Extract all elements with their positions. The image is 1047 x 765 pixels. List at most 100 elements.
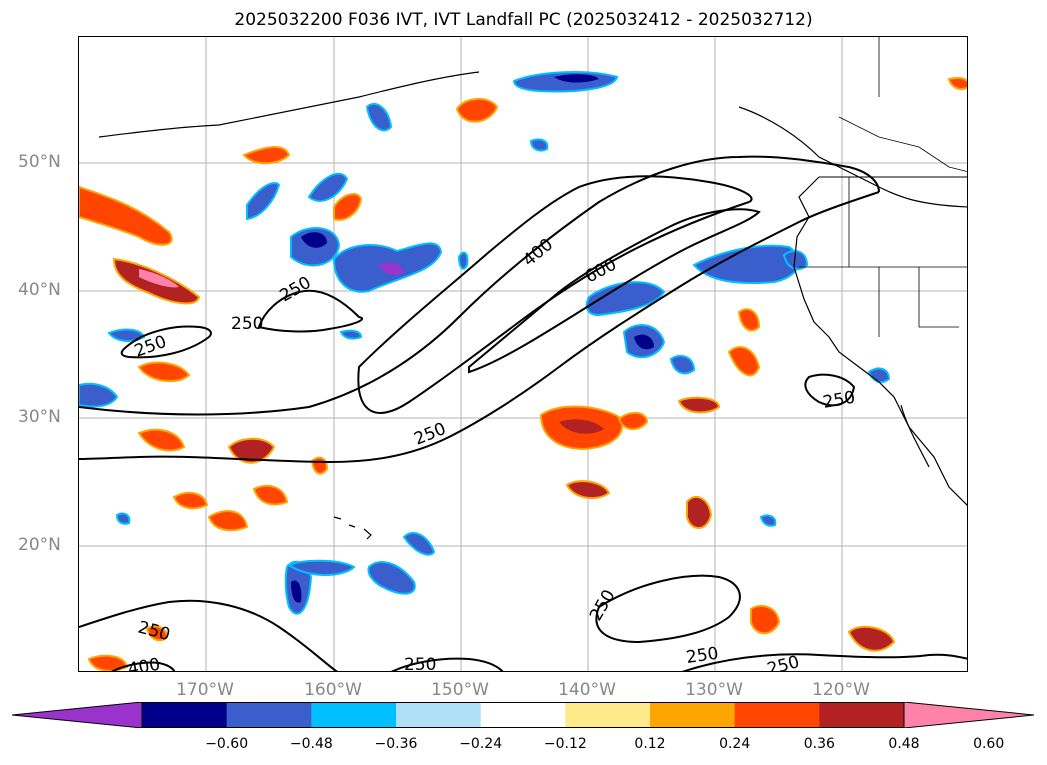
- colorbar-cell: [480, 702, 566, 728]
- colorbar-cell: [650, 702, 736, 728]
- colorbar-tick-label: −0.48: [289, 736, 333, 752]
- pc-blob: [115, 512, 131, 525]
- contour-250-south-mid: [390, 657, 504, 671]
- colorbar-tick-label: 0.12: [634, 736, 666, 752]
- map-panel: 250 250 250 250 250 250 250 250 250 250 …: [78, 36, 968, 672]
- colorbar-cell: [819, 702, 905, 728]
- lat-label-30n: 30°N: [18, 407, 61, 427]
- contour-label: 250: [586, 586, 620, 624]
- colorbar-cell: [565, 702, 651, 728]
- pc-blob: [291, 580, 302, 603]
- pc-blob: [947, 77, 967, 90]
- pc-blob: [867, 367, 891, 384]
- pc-blob: [686, 495, 713, 529]
- contour-250-closed: [257, 289, 364, 333]
- pc-blob: [634, 334, 654, 350]
- pc-blob: [365, 102, 393, 132]
- contour-250-south-east: [681, 653, 967, 671]
- positive-pc-regions: [79, 77, 967, 671]
- aleutians: [98, 71, 480, 138]
- contour-label: 250: [277, 273, 315, 307]
- pc-blob: [207, 510, 249, 532]
- contour-label: 250: [411, 419, 449, 450]
- pc-blob: [286, 559, 356, 576]
- pc-blob: [457, 251, 469, 270]
- contour-label: 250: [136, 618, 173, 646]
- pc-blob: [310, 456, 329, 475]
- contour-label: 400: [126, 655, 161, 672]
- colorbar-cell: [734, 702, 820, 728]
- map-title: 2025032200 F036 IVT, IVT Landfall PC (20…: [234, 10, 813, 30]
- colorbar-tick-label: −0.36: [374, 736, 418, 752]
- colorbar: [12, 702, 1034, 728]
- contour-400: [357, 175, 753, 414]
- colorbar-tick-label: 0.60: [973, 736, 1005, 752]
- pc-blob: [367, 561, 416, 595]
- colorbar-tick-label: −0.12: [543, 736, 587, 752]
- colorbar-tick-label: 0.48: [888, 736, 920, 752]
- pc-blob: [585, 281, 666, 317]
- pc-blob: [301, 232, 327, 248]
- lon-label-170w: 170°W: [176, 680, 234, 700]
- contour-250-closed: [804, 373, 856, 407]
- pc-blob: [107, 328, 146, 343]
- contour-label: 250: [231, 314, 263, 334]
- contour-label: 250: [821, 388, 856, 413]
- colorbar-tick-label: −0.60: [205, 736, 249, 752]
- ivt-contours: [79, 155, 967, 671]
- lon-label-160w: 160°W: [304, 680, 362, 700]
- pc-blob: [847, 625, 896, 652]
- pc-blob: [379, 262, 404, 275]
- canada-border: [838, 116, 967, 172]
- pc-blob: [692, 244, 800, 285]
- contour-250-outer: [79, 155, 880, 416]
- contour-label: 250: [685, 644, 720, 668]
- pc-blob: [402, 532, 436, 556]
- baja-coast: [900, 404, 930, 468]
- pc-blob: [617, 411, 649, 431]
- colorbar-cells: [12, 702, 1034, 728]
- pc-blob: [139, 269, 179, 288]
- pc-blob: [79, 185, 173, 246]
- contour-250-closed: [595, 574, 741, 644]
- contour-250-south: [79, 599, 338, 671]
- contour-600: [468, 208, 761, 374]
- lon-label-120w: 120°W: [812, 680, 870, 700]
- pc-blob: [252, 484, 289, 506]
- lon-label-150w: 150°W: [431, 680, 489, 700]
- pc-blob: [559, 419, 604, 434]
- hawaii-island: [348, 524, 356, 528]
- pc-blob: [782, 249, 809, 271]
- pc-blob: [145, 625, 169, 642]
- pc-blob: [339, 329, 363, 340]
- pc-blob: [137, 428, 186, 452]
- graticule: [79, 37, 967, 671]
- pc-blob: [759, 514, 777, 527]
- pc-blob: [529, 138, 549, 152]
- colorbar-tick-label: −0.24: [459, 736, 503, 752]
- hawaii-island: [333, 516, 342, 520]
- hawaii-island: [363, 528, 372, 540]
- pc-blob: [242, 146, 291, 165]
- pc-blob: [137, 361, 191, 383]
- contour-label: 400: [519, 235, 557, 271]
- pc-blob: [727, 346, 761, 377]
- contour-250-closed: [120, 325, 212, 359]
- pc-blob: [455, 98, 499, 123]
- lat-label-40n: 40°N: [18, 280, 61, 300]
- coastlines: [98, 37, 967, 540]
- pc-blob: [172, 491, 209, 510]
- pc-blob: [669, 354, 696, 375]
- colorbar-outline: [141, 702, 905, 728]
- pc-blob: [737, 308, 761, 332]
- colorbar-cell: [396, 702, 482, 728]
- pc-blob: [87, 654, 129, 671]
- lon-label-140w: 140°W: [558, 680, 616, 700]
- pc-blob: [333, 192, 363, 221]
- colorbar-cell: [226, 702, 312, 728]
- colorbar-cell: [142, 702, 228, 728]
- negative-pc-regions: [79, 71, 891, 615]
- pc-blob: [307, 172, 349, 202]
- contour-250-inner: [79, 191, 880, 464]
- lat-label-50n: 50°N: [18, 152, 61, 172]
